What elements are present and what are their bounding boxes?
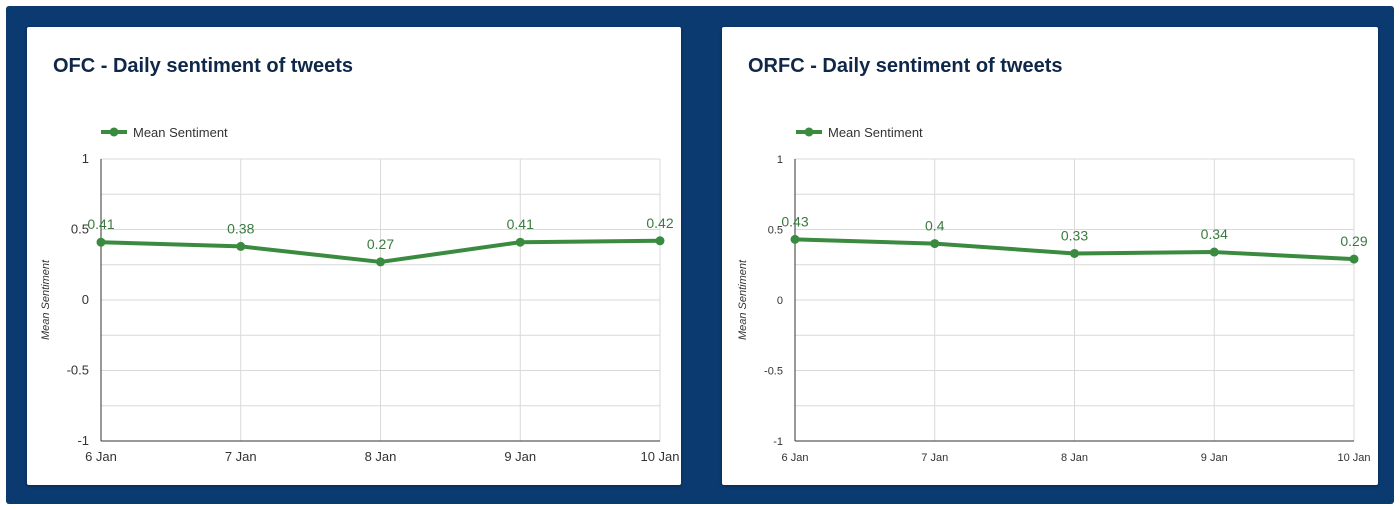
data-point (96, 237, 106, 247)
chart-title: ORFC - Daily sentiment of tweets (748, 55, 1063, 77)
data-point (655, 236, 665, 246)
data-label: 0.43 (781, 213, 808, 229)
chart-card-ofc: OFC - Daily sentiment of tweets 1 0.5 0 -0.… (27, 27, 681, 485)
x-tick-label: 7 Jan (225, 449, 257, 464)
data-label: 0.41 (87, 216, 114, 232)
dashboard-frame: OFC - Daily sentiment of tweets 1 0.5 0 -0.… (6, 6, 1394, 504)
x-tick-label: 10 Jan (640, 449, 679, 464)
data-label: 0.33 (1061, 227, 1088, 243)
x-tick-label: 8 Jan (1061, 452, 1088, 464)
y-axis-title: Mean Sentiment (737, 259, 749, 340)
x-tick-label: 10 Jan (1337, 452, 1370, 464)
data-label: 0.42 (646, 215, 673, 231)
legend-marker (109, 127, 119, 137)
data-point (376, 257, 385, 267)
y-axis-title: Mean Sentiment (40, 259, 52, 340)
data-label: 0.41 (507, 216, 534, 232)
y-tick-label: 0.5 (71, 222, 89, 237)
legend-label: Mean Sentiment (133, 125, 228, 140)
x-tick-label: 7 Jan (921, 452, 948, 464)
data-label: 0.29 (1340, 233, 1367, 249)
y-tick-label: -0.5 (764, 366, 783, 378)
data-point (930, 239, 940, 249)
data-label: 0.27 (367, 236, 394, 252)
line-chart-ofc: 1 0.5 0 -0.5 -16 Jan 7 Jan 8 Jan 9 Jan 10 Jan Mea… (40, 125, 680, 464)
y-tick-label: -0.5 (67, 363, 89, 378)
x-tick-label: 8 Jan (365, 449, 397, 464)
data-point (515, 237, 525, 247)
data-point (1070, 248, 1079, 258)
y-tick-label: -1 (773, 436, 783, 448)
data-point (1209, 247, 1219, 257)
line-chart-orfc: 1 0.5 0 -0.5 -1 6 Jan 7 Jan 8 Jan 9 Jan 10 Jan Mea… (737, 125, 1371, 464)
data-point (1349, 254, 1359, 264)
legend-label: Mean Sentiment (828, 125, 923, 140)
y-tick-label: 1 (777, 154, 783, 166)
y-tick-label: -1 (77, 433, 89, 448)
data-label: 0.34 (1201, 226, 1228, 242)
x-tick-label: 9 Jan (504, 449, 536, 464)
data-label: 0.38 (227, 220, 254, 236)
chart-card-orfc: ORFC - Daily sentiment of tweets 1 0.5 0 -0… (722, 27, 1378, 485)
y-tick-label: 0 (82, 292, 89, 307)
data-label: 0.4 (925, 218, 945, 234)
data-point (236, 241, 246, 251)
x-tick-label: 6 Jan (85, 449, 117, 464)
data-point (790, 234, 800, 244)
y-tick-label: 0 (777, 295, 783, 307)
y-tick-label: 1 (82, 151, 89, 166)
legend-marker (804, 127, 814, 137)
y-tick-label: 0.5 (768, 225, 783, 237)
x-tick-label: 6 Jan (782, 452, 809, 464)
chart-title: OFC - Daily sentiment of tweets (53, 55, 354, 77)
x-tick-label: 9 Jan (1201, 452, 1228, 464)
